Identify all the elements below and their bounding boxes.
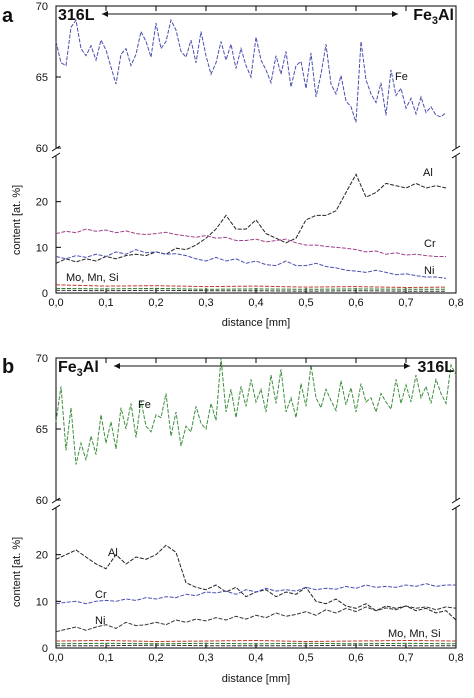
series-label: Ni <box>424 265 434 277</box>
material-arrow-head-left <box>114 363 120 369</box>
series-label: Cr <box>95 589 107 601</box>
series-label: Mo, Mn, Si <box>66 272 119 284</box>
series-line-mo-mn-si-2- <box>55 287 446 290</box>
axis-break-mark <box>51 152 61 159</box>
x-axis-label: distance [mm] <box>222 673 290 685</box>
material-arrow-head-right <box>404 363 410 369</box>
series-label: Al <box>423 167 433 179</box>
y-tick-label: 65 <box>36 424 48 436</box>
material-label: Fe3Al <box>413 7 454 27</box>
material-label: 316L <box>418 359 455 376</box>
x-tick-label: 0,4 <box>248 297 263 309</box>
y-tick-label: 60 <box>36 143 48 155</box>
x-tick-label: 0,3 <box>198 297 213 309</box>
x-tick-label: 0,8 <box>448 297 463 309</box>
x-tick-label: 0,0 <box>48 652 63 664</box>
axis-break-mark <box>451 504 461 511</box>
series-line-mo-mn-si <box>55 284 447 289</box>
x-axis-label: distance [mm] <box>222 317 290 329</box>
axis-break-mark <box>451 152 461 159</box>
y-tick-label: 0 <box>42 288 48 300</box>
x-tick-label: 0,6 <box>348 652 363 664</box>
series-line-cr <box>55 228 446 257</box>
series-line-fe <box>55 357 457 465</box>
series-line-mo-mn-si-3- <box>56 644 456 647</box>
series-label: Al <box>108 547 118 559</box>
series-label: Mo, Mn, Si <box>388 628 441 640</box>
x-tick-label: 0,6 <box>348 297 363 309</box>
y-tick-label: 20 <box>36 550 48 562</box>
panel-label: a <box>2 5 14 27</box>
material-arrow-head-left <box>102 11 108 17</box>
x-tick-label: 0,7 <box>398 297 413 309</box>
y-tick-label: 70 <box>36 1 48 13</box>
y-tick-label: 0 <box>42 643 48 655</box>
y-axis-label: content [at. %] <box>11 537 23 607</box>
y-tick-label: 60 <box>36 495 48 507</box>
series-label: Fe <box>138 399 151 411</box>
x-tick-label: 0,8 <box>448 652 463 664</box>
x-tick-label: 0,3 <box>198 652 213 664</box>
x-tick-label: 0,5 <box>298 652 313 664</box>
series-line-ni <box>55 249 447 279</box>
x-tick-label: 0,4 <box>248 652 263 664</box>
panel-label: b <box>2 356 14 378</box>
material-label: 316L <box>58 7 95 24</box>
series-line-fe <box>55 18 447 123</box>
panel-a: a 0,0 0,1 0,2 0,3 0,4 0,5 0,6 0,7 0,8 distance [mm… <box>2 1 464 329</box>
axis-break-mark <box>51 504 61 511</box>
series-label: Cr <box>424 238 436 250</box>
series-label: Ni <box>95 615 105 627</box>
panels: a 0,0 0,1 0,2 0,3 0,4 0,5 0,6 0,7 0,8 distance [mm… <box>2 1 464 685</box>
series-label: Fe <box>395 71 408 83</box>
material-arrow-head-right <box>392 11 398 17</box>
x-tick-label: 0,2 <box>148 652 163 664</box>
series-line-mo-mn-si-3- <box>55 289 446 292</box>
series-line-mo-mn-si <box>55 639 457 643</box>
panel-b: b 0,0 0,1 0,2 0,3 0,4 0,5 0,6 0,7 0,8 distance [mm… <box>2 353 464 685</box>
x-tick-label: 0,1 <box>98 652 113 664</box>
y-tick-label: 65 <box>36 72 48 84</box>
series-line-ni <box>55 605 457 633</box>
x-tick-label: 0,2 <box>148 297 163 309</box>
y-tick-label: 10 <box>36 242 48 254</box>
y-tick-label: 10 <box>36 596 48 608</box>
y-tick-label: 20 <box>36 197 48 209</box>
series-line-cr <box>55 583 456 605</box>
y-axis-label: content [at. %] <box>11 185 23 255</box>
x-tick-label: 0,5 <box>298 297 313 309</box>
y-tick-label: 70 <box>36 353 48 365</box>
axis-break-mark <box>451 497 461 504</box>
x-tick-label: 0,1 <box>98 297 113 309</box>
material-label: Fe3Al <box>58 359 99 379</box>
series-line-mo-mn-si-2- <box>55 642 457 645</box>
axis-break-mark <box>451 145 461 152</box>
series-line-al <box>55 173 447 264</box>
x-tick-label: 0,7 <box>398 652 413 664</box>
x-tick-label: 0,0 <box>48 297 63 309</box>
